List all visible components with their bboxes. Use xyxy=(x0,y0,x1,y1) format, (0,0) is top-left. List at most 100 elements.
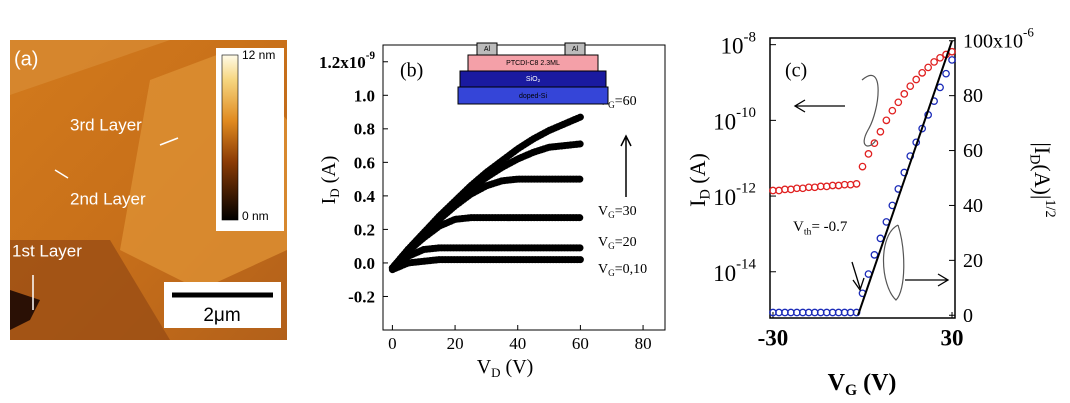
x-tick-label: 0 xyxy=(388,334,397,353)
annotation-rest: =60 xyxy=(615,94,637,109)
x-axis-label: VG (V) xyxy=(828,370,897,399)
annotation-rest: =30 xyxy=(615,204,637,219)
arrow xyxy=(54,169,69,179)
y-axis-label-rest: (A) xyxy=(685,153,710,189)
y-tick-label-base: 0.0 xyxy=(354,254,375,273)
y2-axis-label-main: |I xyxy=(1030,142,1055,154)
colorbar xyxy=(221,54,239,221)
output-panel: 0 20 40 60 80 -0.2 0.0 0.2 0.4 0.6 0.8 1.0 1.2x10-9 (… xyxy=(318,42,666,380)
y-tick-label-base: 10 xyxy=(713,261,736,286)
annotation-rest: = -0.7 xyxy=(811,219,847,235)
arrow xyxy=(159,137,179,146)
y2-axis-label: |ID(A)|1/2 xyxy=(1026,142,1057,217)
loop xyxy=(861,74,879,147)
data-point xyxy=(906,82,915,91)
y-tick-label: 0.0 xyxy=(354,254,375,273)
contact xyxy=(564,42,586,56)
x-axis-label-main: V xyxy=(828,370,846,396)
y-tick-label-exp: -14 xyxy=(736,257,756,273)
contact xyxy=(476,42,498,56)
curve xyxy=(388,256,584,274)
layer xyxy=(467,54,599,72)
y2-tick-label-exp: -6 xyxy=(1023,25,1034,40)
y-tick-label: 0.2 xyxy=(354,220,375,239)
data-point xyxy=(888,106,897,115)
data-point xyxy=(870,251,879,259)
y-tick-label: 10-10 xyxy=(713,105,756,134)
y-tick-label: 1.2x10-9 xyxy=(319,50,375,72)
afm-region xyxy=(10,40,170,95)
transfer-panel: -30 3010-1410-1210-1010-8020406080100x10-… xyxy=(685,25,1057,399)
data-point xyxy=(912,75,921,84)
layer-label-main: SiO xyxy=(526,76,538,83)
y-axis-label-main: I xyxy=(318,198,340,205)
panel-label: (a) xyxy=(14,48,38,70)
y2-axis-label-sup: 1/2 xyxy=(1042,199,1058,217)
arrow xyxy=(793,99,845,113)
annotation-sub: G xyxy=(608,241,615,251)
y2-tick-label-base: 100x10 xyxy=(963,30,1023,52)
x-axis-label-main: V xyxy=(477,356,492,378)
plot-frame xyxy=(382,44,666,331)
y2-tick-label: 40 xyxy=(963,195,983,217)
layer-label: 3rd Layer xyxy=(70,115,142,134)
y-axis-label-sub: D xyxy=(327,188,342,197)
y-tick-label: 0.8 xyxy=(354,120,375,139)
x-tick-label: 30 xyxy=(941,325,964,350)
x-axis-label: VD (V) xyxy=(477,356,534,380)
layer-label: 2nd Layer xyxy=(70,189,146,208)
data-point xyxy=(870,139,879,147)
annotation-sub: G xyxy=(608,100,615,110)
x-tick-label: 80 xyxy=(635,334,652,353)
colorbar-label: 12 nm xyxy=(242,48,275,62)
y-tick-label: 10-12 xyxy=(713,181,756,210)
loop xyxy=(882,224,905,301)
y2-tick-label: 0 xyxy=(963,305,973,327)
colorbar-label: 0 nm xyxy=(242,209,269,223)
contact-label: Al xyxy=(484,46,491,53)
x-tick-label: 60 xyxy=(572,334,589,353)
annotation-sub: G xyxy=(608,210,615,220)
data-point xyxy=(918,69,927,77)
annotation-rest: =20 xyxy=(615,235,637,250)
y-tick-label: 10-14 xyxy=(713,257,756,286)
layer-label: doped-Si xyxy=(519,93,547,100)
data-point xyxy=(900,90,909,98)
curve xyxy=(388,175,584,272)
y-tick-label-base: 10 xyxy=(713,185,736,210)
annotation: Vth= -0.7 xyxy=(793,219,848,237)
y-tick-label-exp: -10 xyxy=(736,105,756,121)
panel-label: (c) xyxy=(785,60,807,82)
arrow xyxy=(620,134,632,197)
y-tick-label-exp: -9 xyxy=(366,50,376,62)
x-tick-label: -30 xyxy=(758,325,789,350)
y2-tick-label: 100x10-6 xyxy=(963,25,1034,53)
x-axis-label-rest: (V) xyxy=(857,370,896,396)
y2-axis-label-rest: (A)| xyxy=(1030,164,1055,199)
layer-label-sub: 2 xyxy=(538,78,541,83)
annotation-main: V xyxy=(598,235,608,250)
data-point xyxy=(876,127,885,136)
data-point xyxy=(864,150,873,158)
annotation-main: V xyxy=(598,262,608,277)
annotation-sub: G xyxy=(608,268,615,278)
annotation-main: V xyxy=(598,204,608,219)
data-point xyxy=(942,69,950,78)
data-point xyxy=(894,98,903,107)
annotation: VG=20 xyxy=(598,235,637,251)
x-tick-label: 20 xyxy=(447,334,464,353)
data-point xyxy=(852,180,861,188)
data-point xyxy=(948,56,956,64)
y-tick-label-exp: -12 xyxy=(736,181,756,197)
y2-tick-label: 80 xyxy=(963,85,983,107)
y2-axis-label-sub: D xyxy=(1026,154,1042,164)
curve xyxy=(388,244,584,272)
data-point xyxy=(930,58,938,66)
scale-box xyxy=(164,282,281,328)
contact-label: Al xyxy=(572,46,579,53)
y-tick-label-base: 1.2x10 xyxy=(319,53,366,72)
y-axis-label: ID (A) xyxy=(685,153,714,207)
scale-label: 2μm xyxy=(203,305,240,326)
y-tick-label-base: 10 xyxy=(721,34,744,59)
y-tick-label-base: 10 xyxy=(713,110,736,135)
